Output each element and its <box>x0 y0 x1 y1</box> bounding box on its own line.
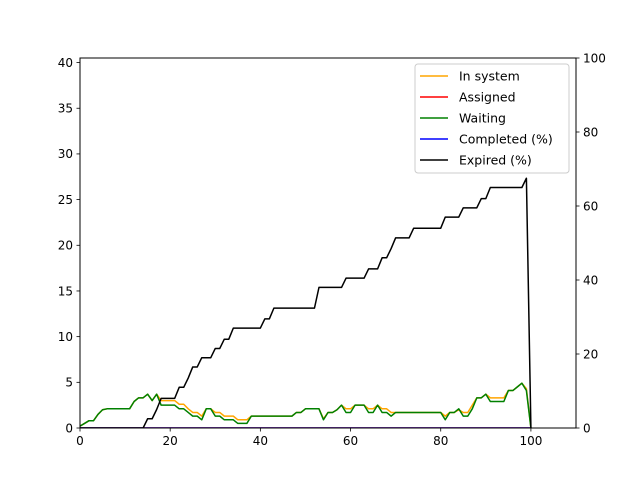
legend-label-in-system: In system <box>459 69 520 84</box>
x-tick-label: 100 <box>519 434 542 448</box>
left-y-tick-label: 20 <box>58 239 73 253</box>
x-tick-label: 60 <box>343 434 358 448</box>
legend: In system Assigned Waiting Completed (%) Exp… <box>414 63 570 174</box>
left-y-tick-label: 10 <box>58 330 73 344</box>
x-tick-label: 40 <box>253 434 268 448</box>
left-y-tick-label: 25 <box>58 193 73 207</box>
left-y-tick-label: 40 <box>58 56 73 70</box>
right-y-tick-label: 20 <box>583 347 598 361</box>
legend-label-assigned: Assigned <box>459 90 516 105</box>
left-y-tick-label: 5 <box>65 376 73 390</box>
plot-frame <box>79 57 577 429</box>
right-y-tick-label: 100 <box>583 51 606 65</box>
left-y-tick-label: 30 <box>58 147 73 161</box>
left-y-axis: 0 5 10 15 20 25 30 35 40 <box>58 56 80 435</box>
series-layer <box>80 177 532 428</box>
left-y-tick-label: 0 <box>65 421 73 435</box>
right-y-axis: 0 20 40 60 80 100 <box>576 51 606 435</box>
right-y-tick-label: 60 <box>583 199 598 213</box>
series-line-expired <box>80 177 532 428</box>
left-y-tick-label: 15 <box>58 284 73 298</box>
legend-label-expired: Expired (%) <box>459 153 532 168</box>
series-line-waiting <box>80 382 532 428</box>
legend-label-waiting: Waiting <box>459 111 506 126</box>
legend-label-completed: Completed (%) <box>459 132 553 147</box>
right-y-tick-label: 0 <box>583 421 591 435</box>
x-axis: 0 20 40 60 80 100 <box>76 428 542 448</box>
legend-box <box>414 63 570 174</box>
x-tick-label: 0 <box>76 434 84 448</box>
x-tick-label: 80 <box>433 434 448 448</box>
x-tick-label: 20 <box>163 434 178 448</box>
right-y-tick-label: 40 <box>583 273 598 287</box>
left-y-tick-label: 35 <box>58 102 73 116</box>
right-y-tick-label: 80 <box>583 125 598 139</box>
